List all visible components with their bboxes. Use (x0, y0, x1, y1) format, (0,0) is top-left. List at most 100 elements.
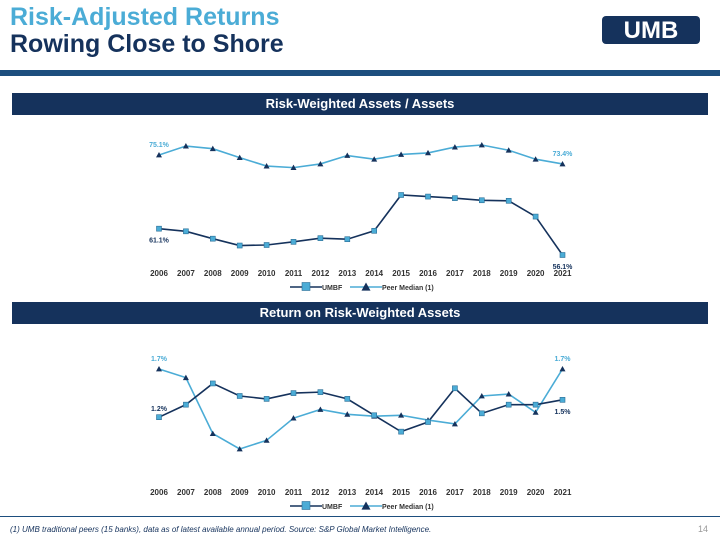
footer: (1) UMB traditional peers (15 banks), da… (0, 516, 720, 541)
chart2-peer-point (451, 420, 458, 427)
chart2-umbf-point (183, 401, 189, 408)
chart1-peer-last-label: 73.4% (553, 151, 574, 158)
chart1-umbf-point (532, 213, 539, 220)
chart1-peer-point (451, 144, 458, 150)
chart2-umbf-point (398, 428, 404, 435)
chart1-umbf-point (478, 197, 485, 204)
chart2-x-tick-label: 2007 (177, 488, 195, 497)
chart1-umbf-point (156, 225, 162, 232)
chart2-x-tick-label: 2008 (204, 488, 222, 497)
chart1-umbf-point (452, 195, 458, 201)
chart2-x-tick-label: 2020 (527, 488, 545, 497)
chart1-x-tick-label: 2010 (258, 269, 276, 278)
chart1-peer-point (290, 164, 297, 171)
chart1-peer-point (263, 163, 270, 169)
chart2-umbf-first-label: 1.2% (151, 406, 168, 413)
chart1-peer-point (317, 160, 324, 167)
chart2-x-tick-label: 2014 (365, 488, 383, 497)
chart1-peer-point (182, 143, 189, 149)
chart1-legend-peer-label: Peer Median (1) (382, 285, 434, 292)
page-title: Risk-Adjusted Returns Rowing Close to Sh… (10, 4, 284, 58)
chart2-peer-line (158, 368, 564, 450)
chart1-umbf-point (398, 192, 404, 198)
chart1-peer-point (559, 160, 566, 167)
chart2-peer-first-label: 1.7% (151, 356, 168, 363)
chart1-peer-point (505, 147, 512, 153)
chart2-umbf-point (236, 393, 243, 399)
chart1-legend-umbf-marker (301, 282, 311, 291)
chart1-x-tick-label: 2016 (419, 269, 437, 278)
chart1-peer-point (156, 152, 162, 158)
chart1-umbf-point (344, 236, 351, 243)
chart2-peer-point (290, 415, 297, 421)
chart2-x-tick-label: 2021 (554, 488, 572, 497)
chart2-umbf-point (344, 396, 351, 402)
chart2-umbf-point (290, 390, 297, 396)
chart2: 2006 2007 2008 2009 2010 2011 2012 2013 2014 2015… (0, 324, 720, 514)
chart2-umbf-point (478, 410, 485, 417)
chart2-x-tick-label: 2009 (231, 488, 249, 497)
chart1-umbf-point (210, 235, 216, 242)
chart1-umbf-last-label: 56.1% (553, 264, 574, 271)
page-number: 14 (697, 524, 708, 534)
chart2-umbf-point (425, 419, 431, 425)
page-title-line1: Risk-Adjusted Returns (10, 3, 280, 31)
chart1-x-tick-label: 2019 (500, 269, 518, 278)
chart1-peer-point (236, 154, 243, 161)
chart2-umbf-point (156, 414, 162, 420)
chart1-x-tick-label: 2021 (554, 269, 572, 278)
umb-logo: UMB (602, 16, 700, 44)
chart2-x-tick-label: 2016 (419, 488, 437, 497)
chart1-x-tick-label: 2014 (365, 269, 383, 278)
chart2-umbf-point (532, 401, 539, 408)
footnote: (1) UMB traditional peers (15 banks), da… (10, 525, 432, 534)
chart1-umbf-point (317, 235, 324, 241)
chart2-x-tick-label: 2015 (392, 488, 410, 497)
chart2-umbf-point (452, 385, 458, 392)
chart1-peer-first-label: 75.1% (149, 142, 170, 149)
chart2-x-tick-label: 2012 (312, 488, 330, 497)
chart1-title-bar: Risk-Weighted Assets / Assets (12, 93, 708, 115)
chart1-x-tick-label: 2020 (527, 269, 545, 278)
chart2-peer-point (236, 446, 243, 452)
chart2-peer-point (182, 374, 189, 381)
chart2-umbf-point (371, 412, 378, 419)
chart2-peer-point (505, 391, 512, 397)
chart2-umbf-line (158, 382, 563, 433)
chart2-peer-last-label: 1.7% (555, 356, 572, 363)
chart1-umbf-line (158, 194, 564, 256)
chart1-peer-point (371, 156, 378, 162)
chart2-svg: 2006 2007 2008 2009 2010 2011 2012 2013 2014 2015… (150, 356, 572, 511)
chart2-umbf-point (317, 389, 324, 395)
chart1-umbf-point (559, 252, 566, 258)
chart1-x-tick-label: 2018 (473, 269, 491, 278)
chart1-legend-umbf-label: UMBF (322, 285, 343, 292)
chart1-peer-point (532, 156, 539, 162)
chart2-x-tick-label: 2013 (338, 488, 356, 497)
chart2-legend-umbf-label: UMBF (322, 504, 343, 511)
chart1-svg: 2006 2007 2008 2009 2010 2011 2012 2013 2014 2015… (149, 142, 574, 292)
chart2-legend-umbf-marker (301, 501, 311, 510)
chart1-umbf-point (371, 227, 378, 234)
chart2-legend-peer-marker (361, 501, 371, 510)
chart2-peer-point (478, 392, 485, 399)
chart1-peer-point (425, 149, 431, 156)
chart1-peer-point (398, 151, 405, 157)
chart1-peer-point (478, 142, 485, 148)
chart1-umbf-first-label: 61.1% (149, 238, 170, 245)
chart1: 2006 2007 2008 2009 2010 2011 2012 2013 2014 2015… (0, 115, 720, 300)
chart1-umbf-point (290, 239, 297, 245)
chart1-x-tick-label: 2006 (150, 269, 168, 278)
chart1-peer-point (209, 145, 216, 152)
chart2-umbf-point (559, 397, 566, 403)
chart1-x-tick-label: 2009 (231, 269, 249, 278)
chart1-umbf-point (236, 242, 243, 249)
chart2-peer-point (398, 412, 405, 418)
chart1-umbf-point (263, 242, 270, 248)
chart1-x-tick-label: 2008 (204, 269, 222, 278)
chart2-umbf-last-label: 1.5% (555, 409, 572, 416)
chart2-title-bar: Return on Risk-Weighted Assets (12, 302, 708, 324)
chart1-umbf-point (425, 193, 431, 200)
chart1-x-tick-label: 2012 (312, 269, 330, 278)
chart1-x-tick-label: 2007 (177, 269, 195, 278)
